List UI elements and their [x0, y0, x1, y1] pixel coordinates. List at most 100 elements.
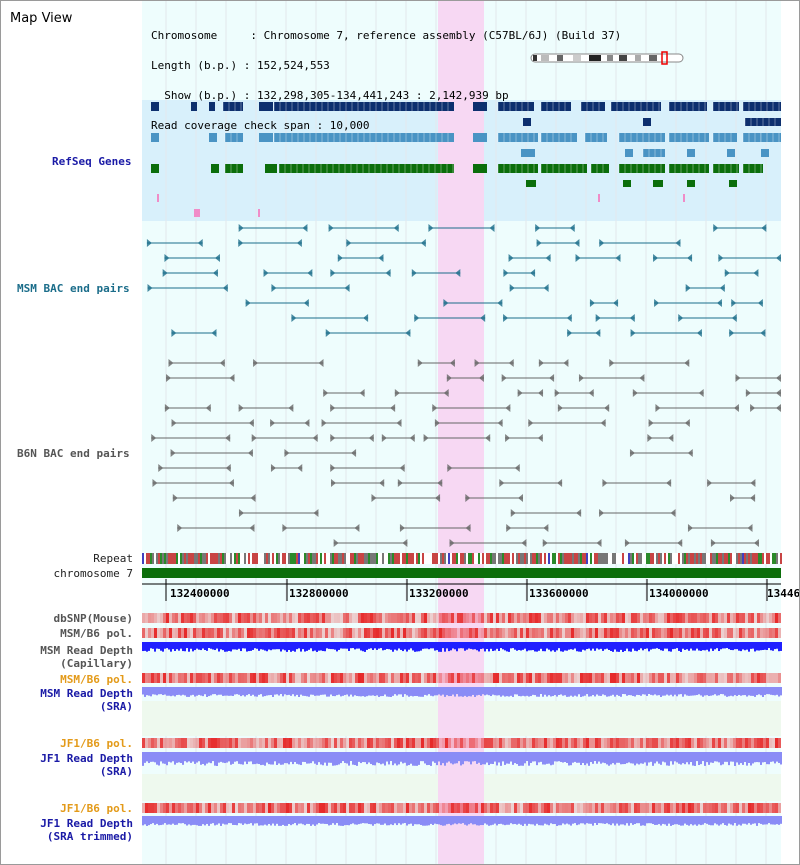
depth-bar	[602, 816, 604, 824]
pol-cell	[475, 628, 478, 638]
pol-cell	[574, 738, 577, 748]
depth-bar	[610, 752, 612, 765]
depth-bar	[450, 687, 452, 697]
repeat-block	[166, 553, 168, 564]
track-label-msm-bac[interactable]: MSM BAC end pairs	[17, 282, 130, 295]
depth-bar	[322, 642, 324, 652]
pol-cell	[223, 673, 226, 683]
depth-bar	[516, 687, 518, 695]
depth-bar	[766, 642, 768, 651]
b6n-bac-pair-end	[542, 539, 548, 547]
depth-bar	[694, 752, 696, 766]
b6n-bac-pair-end	[478, 374, 484, 382]
depth-bar	[274, 816, 276, 826]
ideogram-band	[589, 55, 601, 61]
depth-bar	[494, 687, 496, 696]
depth-bar	[180, 816, 182, 824]
depth-bar	[444, 752, 446, 766]
pol-cell	[148, 628, 151, 638]
pol-cell	[229, 628, 232, 638]
repeat-block	[732, 553, 734, 564]
depth-bar	[634, 752, 636, 766]
depth-bar	[496, 687, 498, 696]
pol-cell	[493, 613, 496, 623]
depth-bar	[440, 752, 442, 766]
track-label-repeat[interactable]: Repeat	[93, 552, 133, 565]
pol-cell	[667, 738, 670, 748]
track-label-msm-b6-pol-2[interactable]: MSM/B6 pol.	[60, 673, 133, 686]
pol-cell	[643, 738, 646, 748]
track-label-b6n-bac[interactable]: B6N BAC end pairs	[17, 447, 130, 460]
pol-cell	[523, 628, 526, 638]
depth-bar	[624, 816, 626, 826]
pol-cell	[598, 803, 601, 813]
depth-bar	[264, 642, 266, 651]
depth-bar	[560, 816, 562, 826]
depth-bar	[664, 687, 666, 696]
track-label-msm-depth-cap[interactable]: MSM Read Depth	[40, 644, 133, 657]
depth-bar	[646, 816, 648, 824]
track-label-chromosome[interactable]: chromosome 7	[53, 567, 133, 580]
depth-bar	[594, 816, 596, 824]
pol-cell	[511, 673, 514, 683]
depth-bar	[166, 642, 168, 649]
pol-cell	[259, 803, 262, 813]
depth-bar	[326, 687, 328, 697]
track-label-msm-depth-sra[interactable]: MSM Read Depth	[40, 687, 133, 700]
b6n-bac-pair-end	[508, 359, 514, 367]
pol-cell	[643, 803, 646, 813]
pol-cell	[757, 628, 760, 638]
repeat-block	[172, 553, 174, 564]
depth-bar	[314, 816, 316, 826]
msm-bac-pair-end	[731, 299, 737, 307]
track-label-jf1-b6-pol[interactable]: JF1/B6 pol.	[60, 737, 133, 750]
track-label-msm-b6-pol[interactable]: MSM/B6 pol.	[60, 627, 133, 640]
pol-cell	[211, 628, 214, 638]
b6n-bac-pair-end	[576, 509, 582, 517]
pol-cell	[757, 803, 760, 813]
depth-bar	[224, 687, 226, 696]
depth-bar	[560, 642, 562, 652]
depth-bar	[194, 816, 196, 825]
track-label-refseq[interactable]: RefSeq Genes	[52, 155, 132, 168]
pol-cell	[298, 628, 301, 638]
pol-cell	[205, 803, 208, 813]
repeat-block	[212, 553, 214, 564]
repeat-block	[148, 553, 150, 564]
track-label-jf1-depth[interactable]: JF1 Read Depth	[40, 752, 133, 765]
pol-cell	[445, 803, 448, 813]
pol-cell	[754, 613, 757, 623]
b6n-bac-pair-end	[449, 539, 455, 547]
track-label-jf1-trimmed-sub: (SRA trimmed)	[46, 830, 133, 843]
msm-bac-pair-end	[545, 254, 551, 262]
map-view-title[interactable]: Map View	[10, 11, 73, 26]
depth-bar	[700, 752, 702, 765]
depth-bar	[204, 752, 206, 766]
depth-bar	[202, 642, 204, 649]
b6n-bac-pair-end	[446, 374, 452, 382]
pol-cell	[769, 673, 772, 683]
depth-bar	[768, 816, 770, 824]
pol-cell	[529, 613, 532, 623]
track-label-jf1-trimmed[interactable]: JF1 Read Depth	[40, 817, 133, 830]
pol-cell	[433, 803, 436, 813]
b6n-bac-pair-end	[249, 524, 255, 532]
depth-bar	[166, 687, 168, 696]
pol-cell	[313, 738, 316, 748]
pol-cell	[325, 738, 328, 748]
track-label-dbsnp[interactable]: dbSNP(Mouse)	[53, 612, 133, 625]
depth-bar	[766, 816, 768, 825]
pol-cell	[526, 738, 529, 748]
pol-cell	[739, 738, 742, 748]
depth-bar	[754, 687, 756, 697]
depth-bar	[762, 752, 764, 763]
depth-bar	[696, 752, 698, 762]
pol-cell	[634, 673, 637, 683]
depth-bar	[576, 816, 578, 826]
pol-cell	[652, 673, 655, 683]
pol-cell	[712, 628, 715, 638]
pol-cell	[376, 673, 379, 683]
track-label-jf1-b6-pol-2[interactable]: JF1/B6 pol.	[60, 802, 133, 815]
